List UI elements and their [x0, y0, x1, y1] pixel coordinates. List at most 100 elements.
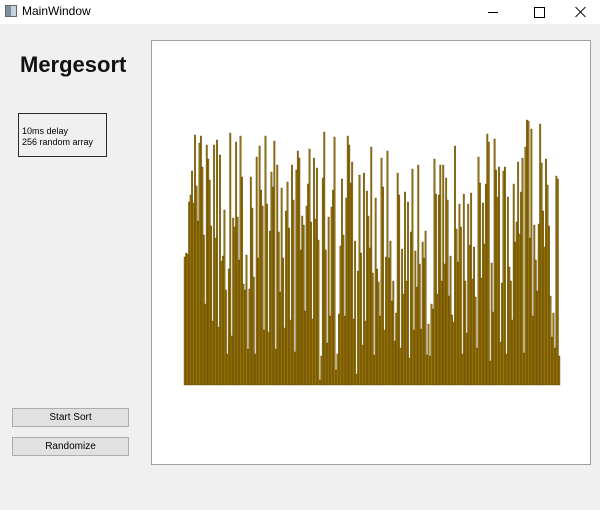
bar: [548, 225, 550, 386]
bar: [338, 313, 340, 386]
bar: [504, 166, 506, 386]
bar: [434, 193, 437, 386]
bar: [279, 291, 282, 386]
bar: [370, 146, 373, 386]
bar: [343, 315, 346, 386]
bar: [263, 329, 265, 386]
bar: [264, 135, 267, 386]
minimize-button[interactable]: [470, 0, 516, 24]
bar: [326, 342, 329, 386]
bar: [383, 329, 386, 386]
bar: [316, 167, 318, 386]
bar: [318, 379, 321, 386]
bar: [523, 352, 525, 386]
bar: [376, 268, 379, 386]
bar: [310, 221, 312, 386]
close-button[interactable]: [562, 0, 600, 24]
bar: [361, 344, 364, 386]
bar: [451, 314, 453, 386]
bar: [506, 196, 509, 386]
bar: [258, 145, 261, 386]
bar: [229, 132, 232, 386]
bar: [373, 354, 376, 386]
bar: [304, 310, 307, 386]
bar: [351, 161, 354, 386]
bar: [299, 249, 302, 386]
bar: [257, 257, 260, 386]
bar: [292, 199, 295, 386]
bar: [379, 315, 381, 386]
bar: [426, 354, 428, 386]
bar: [249, 176, 252, 386]
bar: [233, 226, 236, 386]
bar: [464, 280, 467, 386]
bar: [301, 215, 304, 386]
start-sort-button[interactable]: Start Sort: [12, 408, 129, 427]
bar: [518, 233, 521, 386]
bar: [210, 225, 213, 386]
bar: [205, 144, 208, 386]
bar: [298, 157, 301, 386]
close-icon: [575, 6, 587, 18]
bar: [470, 192, 473, 386]
bar: [505, 353, 508, 386]
bar: [408, 357, 411, 386]
bar: [270, 171, 273, 386]
bar: [324, 249, 327, 386]
bar: [246, 348, 249, 386]
bar: [291, 164, 293, 386]
bar: [418, 263, 421, 386]
bar: [332, 189, 334, 386]
bar: [549, 295, 552, 386]
maximize-button[interactable]: [516, 0, 562, 24]
bar: [405, 280, 408, 386]
bar: [511, 319, 514, 386]
bar: [448, 295, 451, 386]
bar: [414, 250, 417, 386]
window-title: MainWindow: [22, 4, 91, 18]
bar: [377, 281, 380, 386]
bar: [273, 140, 276, 386]
bar: [222, 255, 224, 386]
bar: [355, 373, 358, 386]
bar: [395, 312, 398, 386]
bar: [214, 237, 217, 386]
bar: [365, 190, 368, 386]
bar: [512, 183, 515, 386]
bar: [461, 353, 464, 386]
bar: [439, 164, 442, 386]
bar: [401, 248, 404, 386]
bar: [207, 158, 210, 386]
bar: [493, 138, 496, 386]
randomize-button[interactable]: Randomize: [12, 437, 129, 456]
bar: [467, 203, 470, 386]
bar: [235, 141, 238, 386]
bar: [251, 207, 254, 386]
bar: [269, 230, 271, 386]
bar: [271, 186, 274, 386]
bar: [374, 197, 377, 386]
bar: [437, 194, 440, 386]
bar: [289, 319, 292, 386]
bar: [442, 164, 445, 386]
bar: [305, 205, 308, 386]
bar: [219, 154, 221, 386]
bar: [527, 120, 530, 386]
bar: [368, 247, 371, 386]
bar: [252, 276, 255, 386]
bar: [333, 136, 336, 386]
bar: [531, 315, 534, 386]
bar: [276, 164, 279, 386]
bar: [421, 241, 424, 386]
bar: [314, 218, 317, 386]
bar: [517, 161, 520, 386]
bar: [288, 227, 290, 386]
bar: [552, 312, 555, 386]
bar: [295, 169, 298, 386]
bar: [489, 360, 492, 386]
bar: [454, 145, 456, 386]
bar: [528, 237, 531, 386]
bar: [476, 347, 478, 386]
bar: [410, 231, 412, 386]
bar: [520, 191, 522, 386]
